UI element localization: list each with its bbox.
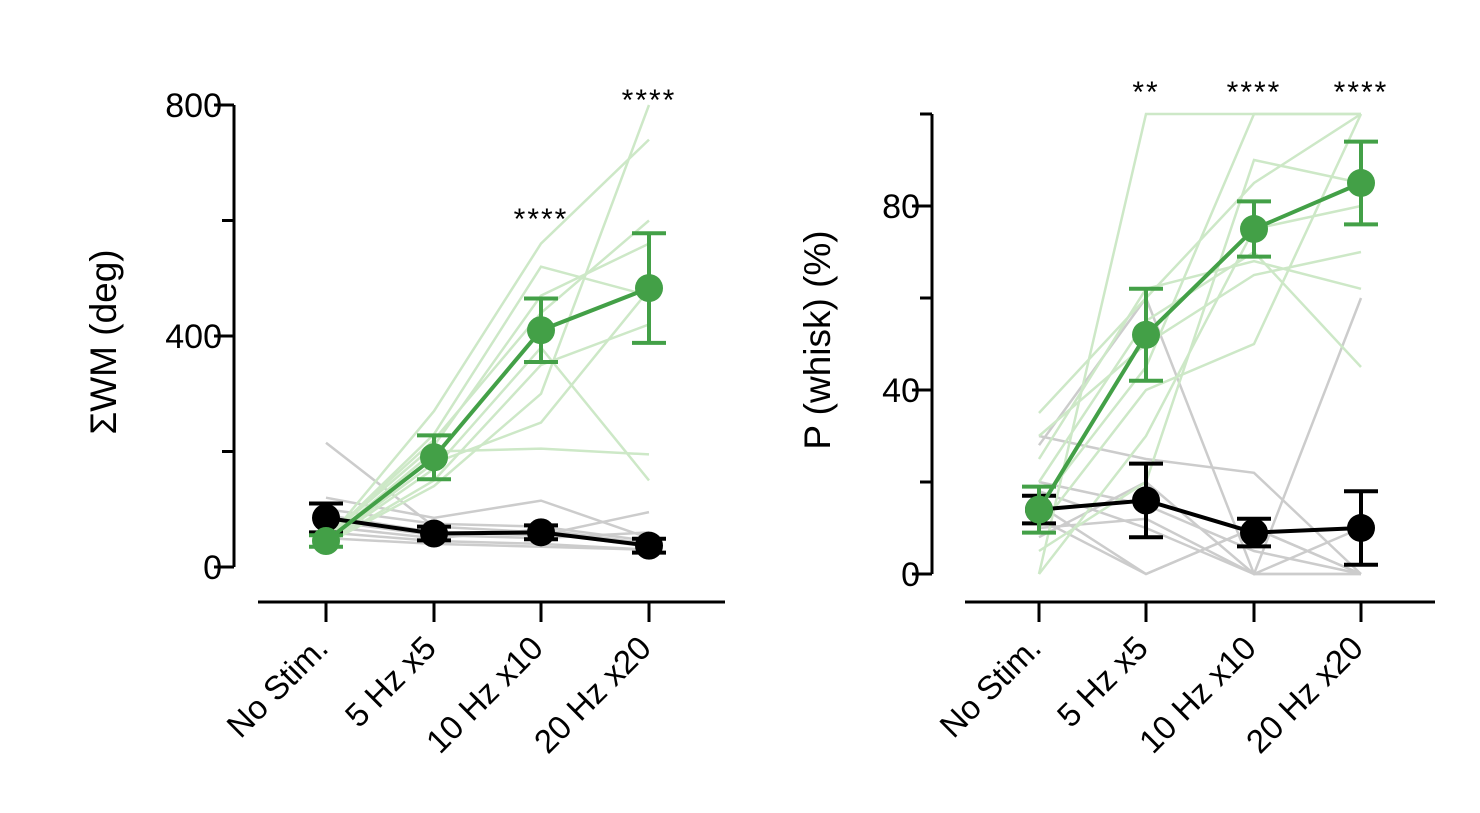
stim_mean-line: [324, 286, 650, 543]
control-individual-trace: [325, 519, 650, 540]
stim-individual-trace: [1038, 113, 1363, 529]
control-individual-trace: [1038, 434, 1362, 575]
significance-stars: ****: [1227, 76, 1282, 109]
control-individual-trace: [325, 531, 650, 551]
stim-individual-trace: [325, 104, 651, 546]
y-tick-label: 80: [882, 188, 920, 226]
x-category-label: 10 Hz x10: [419, 629, 550, 760]
stim-individual-trace: [325, 219, 650, 540]
stim_mean-point: [527, 316, 555, 345]
stim_mean-line: [1037, 181, 1362, 511]
stim-individual-trace: [1037, 250, 1362, 483]
control_mean-line: [325, 515, 650, 548]
significance-stars: ****: [622, 84, 677, 117]
significance-stars: ****: [514, 203, 569, 236]
control_mean-point: [1347, 514, 1375, 542]
y-axis-label: ΣWM (deg): [83, 249, 124, 434]
control_mean-point: [635, 531, 663, 560]
stim-individual-trace: [325, 242, 650, 540]
control_mean-point: [527, 518, 555, 547]
stim-individual-trace: [325, 289, 650, 544]
x-category-label: No Stim.: [219, 629, 335, 745]
control-individual-trace: [1038, 503, 1362, 576]
control-individual-trace: [1037, 295, 1361, 576]
y-axis-label: P (whisk) (%): [797, 230, 838, 449]
stim_mean-point: [312, 527, 340, 556]
stim-individual-trace: [1038, 112, 1361, 506]
x-category-label: 5 Hz x5: [1050, 629, 1155, 734]
stim-individual-trace: [1038, 250, 1362, 437]
stim_mean-point: [635, 274, 663, 303]
stim-individual-trace: [325, 265, 650, 541]
stim_mean-point: [420, 443, 448, 472]
y-tick-label: 0: [203, 549, 222, 587]
stim-individual-trace: [325, 345, 650, 545]
x-category-label: 20 Hz x20: [527, 629, 658, 760]
control_mean-line: [1038, 498, 1362, 535]
y-tick-label: 400: [165, 318, 222, 356]
x-category-label: No Stim.: [932, 629, 1048, 745]
significance-stars: **: [1132, 76, 1159, 109]
stim-individual-trace: [325, 138, 650, 542]
control-individual-trace: [325, 536, 650, 551]
y-tick-label: 40: [882, 372, 920, 410]
stim-individual-trace: [1038, 158, 1362, 553]
x-category-label: 5 Hz x5: [338, 629, 443, 734]
control-individual-trace: [325, 508, 650, 543]
y-tick-label: 800: [165, 87, 222, 125]
stim_mean-point: [1240, 215, 1268, 243]
control_mean-point: [312, 503, 340, 532]
stim_mean-point: [1132, 320, 1160, 349]
stim-individual-trace: [325, 323, 650, 545]
significance-stars: ****: [1334, 76, 1389, 109]
x-category-label: 20 Hz x20: [1239, 629, 1370, 760]
x-category-label: 10 Hz x10: [1132, 629, 1263, 760]
stim-individual-trace: [325, 447, 650, 542]
control_mean-point: [420, 519, 448, 548]
control-individual-trace: [1038, 480, 1361, 576]
stim_mean-point: [1347, 169, 1375, 197]
control_mean-point: [1132, 486, 1160, 515]
y-tick-label: 0: [901, 556, 920, 594]
control_mean-point: [1240, 518, 1268, 547]
stim_mean-point: [1025, 495, 1053, 524]
stim-individual-trace: [1037, 259, 1362, 460]
